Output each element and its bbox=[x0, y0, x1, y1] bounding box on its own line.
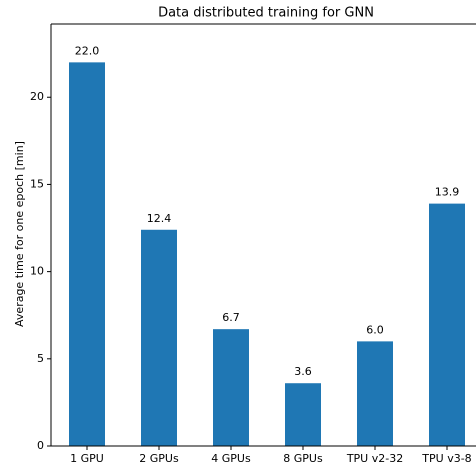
y-tick-label: 0 bbox=[37, 439, 44, 452]
y-axis-label: Average time for one epoch [min] bbox=[13, 141, 26, 327]
y-tick-label: 5 bbox=[37, 352, 44, 365]
value-label: 13.9 bbox=[435, 186, 460, 199]
bar bbox=[357, 341, 393, 446]
value-label: 6.7 bbox=[222, 311, 240, 324]
bar bbox=[285, 383, 321, 446]
bar bbox=[429, 203, 465, 446]
x-tick-label: 8 GPUs bbox=[283, 452, 323, 464]
value-label: 3.6 bbox=[294, 365, 312, 378]
x-tick-label: 1 GPU bbox=[70, 452, 104, 464]
bar bbox=[69, 62, 105, 446]
value-label: 22.0 bbox=[75, 44, 100, 57]
value-label: 6.0 bbox=[366, 323, 384, 336]
y-tick-label: 20 bbox=[30, 90, 44, 103]
x-tick-label: TPU v3-8 bbox=[421, 452, 471, 464]
value-label: 12.4 bbox=[147, 212, 172, 225]
y-tick-label: 15 bbox=[30, 177, 44, 190]
x-tick-label: TPU v2-32 bbox=[346, 452, 403, 464]
chart-title: Data distributed training for GNN bbox=[158, 6, 374, 21]
bar bbox=[213, 329, 249, 446]
bar bbox=[141, 229, 177, 446]
x-tick-label: 4 GPUs bbox=[211, 452, 251, 464]
x-tick-label: 2 GPUs bbox=[139, 452, 179, 464]
y-tick-label: 10 bbox=[30, 265, 44, 278]
